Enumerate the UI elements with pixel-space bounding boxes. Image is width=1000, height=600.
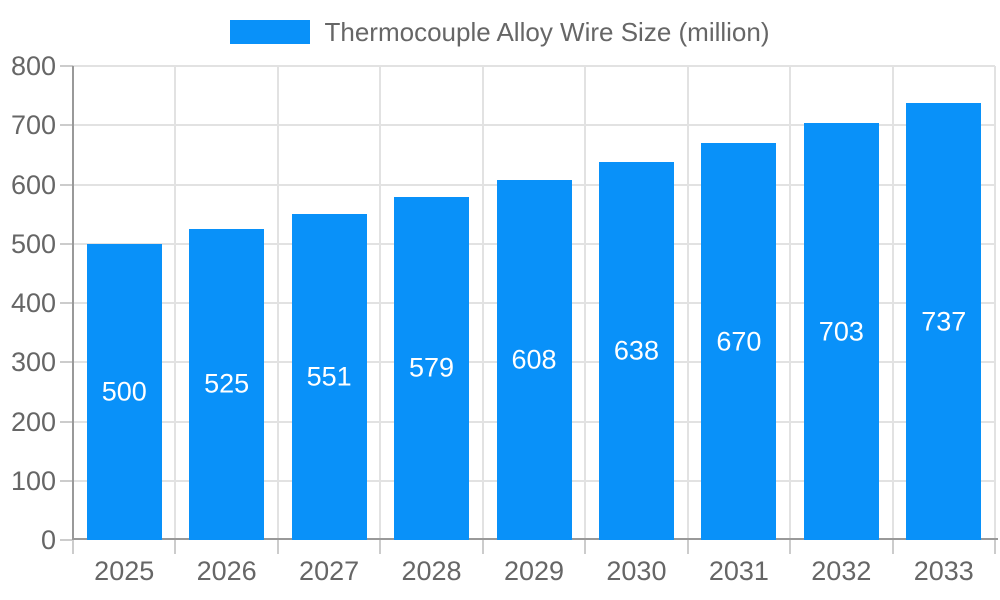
y-axis-tick-label: 400 — [10, 288, 56, 318]
bar-2027[interactable]: 551 — [291, 213, 367, 540]
y-axis-tick — [60, 361, 73, 364]
x-axis-tick-label: 2026 — [196, 556, 257, 586]
gridline-vertical — [584, 66, 587, 540]
legend[interactable]: Thermocouple Alloy Wire Size (million) — [0, 18, 1000, 46]
bar-value-label: 638 — [613, 335, 659, 366]
x-axis-tick-label: 2031 — [708, 556, 769, 586]
x-axis-tick — [891, 540, 894, 554]
x-axis-tick — [481, 540, 484, 554]
gridline-vertical — [891, 66, 894, 540]
gridline-vertical — [379, 66, 382, 540]
bar-2029[interactable]: 608 — [496, 179, 572, 540]
bar-2025[interactable]: 500 — [86, 243, 162, 540]
bar-value-label: 551 — [306, 361, 352, 392]
x-axis-tick-label: 2028 — [401, 556, 462, 586]
y-axis-tick — [60, 479, 73, 482]
plot-area: 500 525 551 579 608 638 670 703 737 — [73, 65, 996, 540]
gridline-vertical — [276, 66, 279, 540]
bar-2026[interactable]: 525 — [189, 228, 265, 540]
y-axis-tick — [60, 124, 73, 127]
gridline-vertical — [789, 66, 792, 540]
x-axis-tick — [789, 540, 792, 554]
bar-2033[interactable]: 737 — [906, 103, 982, 540]
legend-swatch-icon — [230, 20, 311, 44]
x-axis-tick — [276, 540, 279, 554]
y-axis-tick — [60, 242, 73, 245]
x-axis-tick — [379, 540, 382, 554]
y-axis-tick-label: 800 — [10, 51, 56, 81]
y-axis-line — [72, 66, 74, 540]
x-axis-tick — [174, 540, 177, 554]
x-axis-tick — [994, 540, 996, 554]
y-axis-tick-label: 0 — [40, 525, 56, 555]
x-axis-tick — [686, 540, 689, 554]
x-axis-tick-label: 2033 — [913, 556, 974, 586]
bar-2028[interactable]: 579 — [394, 196, 470, 540]
x-axis-tick-label: 2025 — [94, 556, 155, 586]
x-axis-tick-label: 2027 — [299, 556, 360, 586]
gridline-vertical — [481, 66, 484, 540]
y-axis-tick-label: 200 — [10, 406, 56, 437]
legend-label: Thermocouple Alloy Wire Size (million) — [324, 17, 770, 47]
y-axis-tick — [60, 183, 73, 186]
gridline-vertical — [686, 66, 689, 540]
bar-2032[interactable]: 703 — [803, 123, 879, 540]
gridline-horizontal — [73, 65, 995, 67]
bar-value-label: 703 — [818, 316, 864, 347]
bar-value-label: 525 — [204, 368, 250, 399]
x-axis-tick — [584, 540, 587, 554]
x-axis-tick-label: 2032 — [811, 556, 872, 586]
y-axis-tick-label: 600 — [10, 169, 56, 200]
y-axis-tick-label: 500 — [10, 228, 56, 259]
y-axis-tick — [60, 539, 73, 541]
y-axis-tick — [60, 420, 73, 423]
bar-2030[interactable]: 638 — [598, 161, 674, 540]
bar-2031[interactable]: 670 — [701, 143, 777, 540]
x-axis-tick-label: 2029 — [503, 556, 565, 586]
bar-value-label: 608 — [511, 344, 557, 375]
x-axis-tick-label: 2030 — [606, 556, 667, 586]
bar-value-label: 670 — [716, 326, 762, 356]
gridline-vertical — [994, 66, 996, 540]
y-axis-tick-label: 300 — [10, 347, 56, 378]
y-axis-tick — [60, 302, 73, 304]
y-axis-tick-label: 100 — [10, 465, 56, 496]
x-axis-tick — [72, 540, 74, 554]
bar-value-label: 737 — [921, 306, 967, 337]
y-axis-tick-label: 700 — [10, 110, 56, 141]
bar-value-label: 579 — [409, 352, 455, 383]
gridline-horizontal — [73, 124, 995, 127]
bar-value-label: 500 — [101, 376, 147, 407]
gridline-vertical — [174, 66, 177, 540]
y-axis-tick — [60, 65, 73, 67]
